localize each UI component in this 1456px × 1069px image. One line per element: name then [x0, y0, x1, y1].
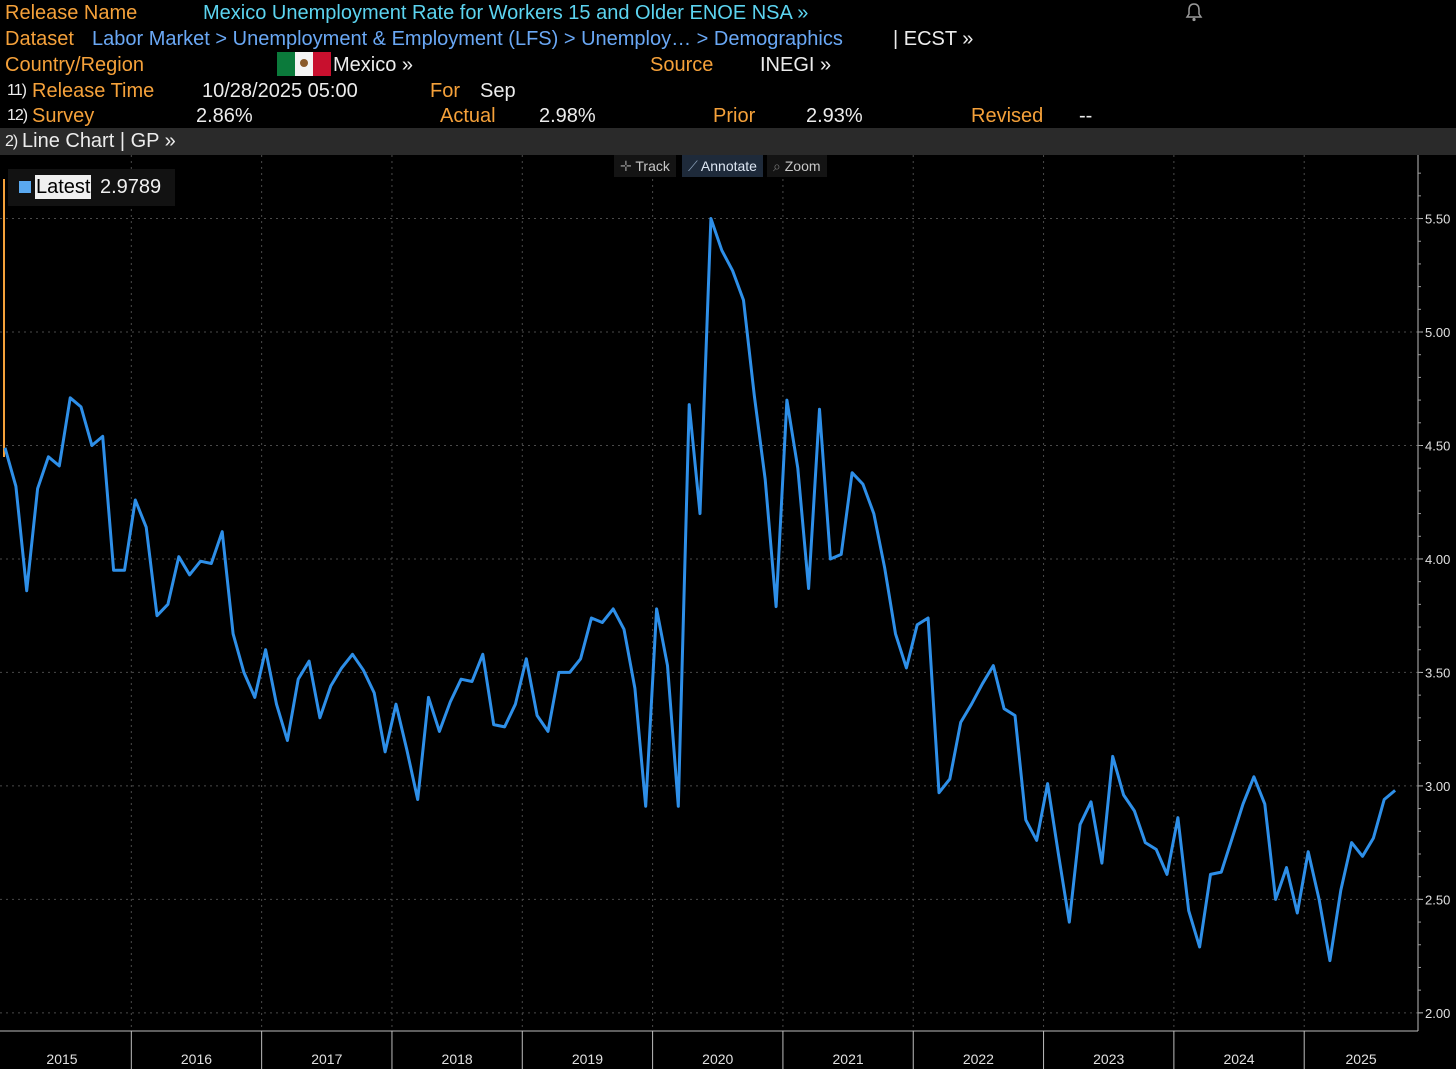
x-tick-label: 2024 [1223, 1051, 1254, 1067]
country-value[interactable]: Mexico » [333, 54, 414, 76]
x-ticks: 2015 2016 2017 2018 2019 2020 2021 2022 2023 2024… [46, 1031, 1377, 1069]
bell-icon[interactable] [1183, 1, 1205, 30]
chart-type-menu[interactable]: Line Chart | GP » [22, 130, 176, 152]
x-tick-label: 2018 [442, 1051, 473, 1067]
toolbar-num: 2) [5, 133, 18, 150]
y-tick-label: 2.00 [1425, 1006, 1450, 1021]
chart-toolbar: 2) Line Chart | GP » [0, 128, 1456, 155]
x-tick-label: 2022 [963, 1051, 994, 1067]
prior-label: Prior [713, 105, 756, 127]
series-line-latest[interactable] [3, 217, 1397, 963]
source-wrap: Source [650, 52, 713, 78]
track-button[interactable]: ✛ Track [614, 155, 676, 177]
x-tick-label: 2020 [702, 1051, 733, 1067]
dataset-breadcrumb[interactable]: Labor Market > Unemployment & Employment… [92, 28, 843, 50]
annotate-label: Annotate [700, 158, 757, 174]
release-name-label: Release Name [5, 2, 138, 24]
zoom-button[interactable]: ⌕ Zoom [767, 155, 827, 177]
x-tick-label: 2023 [1093, 1051, 1124, 1067]
dataset-suffix[interactable]: | ECST » [893, 28, 974, 50]
actual-label: Actual [440, 105, 496, 127]
y-tick-label: 4.00 [1425, 552, 1450, 567]
chart-area: 2.00 2.50 3.00 3.50 4.00 4.50 5.00 5.50 2015 201… [0, 155, 1456, 1069]
x-tick-label: 2025 [1346, 1051, 1377, 1067]
survey-num: 12) [7, 107, 28, 124]
x-tick-label: 2019 [572, 1051, 603, 1067]
x-tick-label: 2015 [46, 1051, 77, 1067]
for-value: Sep [480, 80, 516, 102]
survey-value: 2.86% [196, 105, 253, 127]
survey-label[interactable]: Survey [32, 105, 95, 127]
legend-label: Latest [35, 175, 92, 199]
release-time-value: 10/28/2025 05:00 [202, 80, 358, 102]
x-tick-label: 2021 [833, 1051, 864, 1067]
source-label: Source [650, 54, 714, 76]
y-tick-label: 4.50 [1425, 438, 1450, 453]
mexico-flag-icon [277, 52, 331, 76]
source-value[interactable]: INEGI » [760, 54, 832, 76]
y-tick-label: 5.50 [1425, 212, 1450, 227]
annotate-button[interactable]: ⟋ Annotate [682, 155, 763, 177]
country-value-wrap: Mexico » [333, 52, 413, 78]
grid-layer [0, 155, 1418, 1031]
zoom-label: Zoom [784, 158, 821, 174]
magnifier-icon: ⌕ [773, 158, 785, 174]
dataset-label: Dataset [5, 28, 74, 50]
release-time-label[interactable]: Release Time [32, 80, 155, 102]
y-ticks: 2.00 2.50 3.00 3.50 4.00 4.50 5.00 5.50 [1418, 172, 1450, 1021]
track-label: Track [635, 158, 670, 174]
for-label: For [430, 80, 460, 102]
y-tick-label: 3.00 [1425, 779, 1450, 794]
y-tick-label: 5.00 [1425, 325, 1450, 340]
y-tick-label: 3.50 [1425, 665, 1450, 680]
country-label: Country/Region [5, 54, 144, 76]
legend-swatch [19, 181, 31, 193]
x-tick-label: 2017 [311, 1051, 342, 1067]
revised-label: Revised [971, 105, 1044, 127]
y-tick-label: 2.50 [1425, 892, 1450, 907]
prior-value: 2.93% [806, 105, 863, 127]
actual-value: 2.98% [539, 105, 596, 127]
release-time-num: 11) [7, 82, 27, 99]
source-value-wrap: INEGI » [760, 52, 831, 78]
crosshair-icon: ✛ [620, 158, 636, 174]
revised-value: -- [1079, 105, 1093, 127]
x-tick-label: 2016 [181, 1051, 212, 1067]
legend[interactable]: Latest 2.9789 [8, 169, 175, 206]
pencil-icon: ⟋ [688, 158, 701, 174]
release-name-link[interactable]: Mexico Unemployment Rate for Workers 15 … [203, 2, 809, 24]
line-chart[interactable]: 2.002.503.003.504.004.505.005.50 2015 201… [0, 155, 1456, 1069]
legend-value: 2.9789 [100, 176, 162, 198]
